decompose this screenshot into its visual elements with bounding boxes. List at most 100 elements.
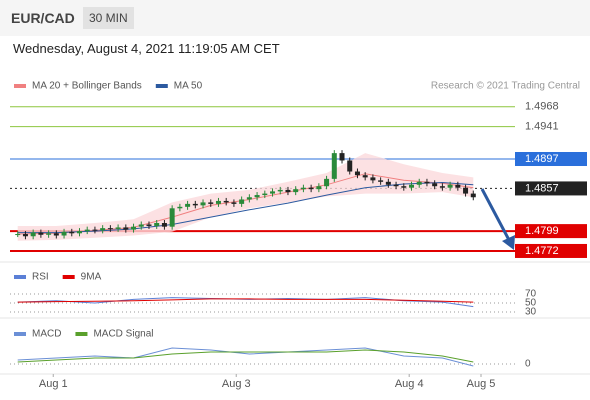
candle [223,200,229,203]
candle [131,226,137,230]
timeframe-tab[interactable]: 30 MIN [83,7,134,29]
candle [316,186,322,190]
indicator-line [17,181,474,234]
candle [76,231,82,234]
candle [169,208,175,227]
candle [30,232,36,237]
legend-label: MACD Signal [93,329,153,340]
candle [61,231,67,236]
level-box [515,243,587,258]
legend-swatch [14,84,26,88]
candle [239,199,245,204]
attribution: Research © 2021 Trading Central [431,81,580,92]
candle [208,202,214,204]
candle [401,186,407,188]
candle [370,177,376,181]
candle [46,233,52,235]
candle [378,180,384,182]
level-label: 1.4772 [525,245,559,257]
candle [53,233,59,236]
level-label: 1.4897 [525,153,559,165]
forecast-arrowhead [502,235,515,250]
x-tick-label: Aug 1 [39,378,68,390]
candle [270,191,276,194]
candle [447,184,453,188]
legend-swatch [14,332,26,336]
candle [215,200,221,204]
candle [146,224,152,226]
candle [92,229,98,231]
level-label: 1.4857 [525,182,559,194]
level-label: 1.4968 [525,101,559,113]
level-box [515,181,587,196]
header: EUR/CAD 30 MIN [0,0,590,36]
legend-label: MA 50 [174,81,203,92]
candle [115,227,121,229]
indicator-line [17,298,474,303]
candle [100,228,106,231]
indicator-line [17,173,474,235]
y-tick-label: 30 [525,307,537,318]
legend-swatch [155,84,168,88]
candle [362,175,368,178]
legend-swatch [75,332,88,336]
legend-swatch [62,275,75,279]
candle [22,234,28,237]
x-tick-label: Aug 3 [222,378,251,390]
candle [246,197,252,200]
level-label: 1.4799 [525,225,559,237]
datetime: Wednesday, August 4, 2021 11:19:05 AM CE… [13,41,280,56]
symbol: EUR/CAD [11,10,75,26]
candle [15,234,21,236]
candle [84,229,90,232]
candle [285,189,291,193]
candle [385,181,391,185]
legend-label: RSI [32,272,49,283]
level-box [515,224,587,239]
legend-swatch [14,275,26,279]
level-label: 1.4941 [525,121,559,133]
candle [455,184,461,188]
candle [192,203,198,206]
candle [432,183,438,187]
candle [463,187,469,194]
forecast-arrow [480,188,511,241]
legend-label: 9MA [81,272,102,283]
candle [331,153,337,179]
x-tick-label: Aug 5 [467,378,496,390]
candle [308,187,314,190]
candle [393,184,399,187]
candle [262,193,268,196]
candle [161,223,167,227]
candle [293,189,299,193]
candle [69,231,75,234]
candle [107,228,113,230]
candle [354,171,360,176]
x-tick-label: Aug 4 [395,378,424,390]
candle [409,184,415,188]
y-tick-label: 0 [525,359,531,370]
y-tick-label: 70 [525,289,537,300]
candle [200,202,206,206]
candle [439,186,445,188]
candle [177,206,183,209]
level-box [515,152,587,167]
candle [347,160,353,172]
indicator-line [17,347,474,367]
bollinger-band [17,153,474,241]
candle [185,203,191,207]
y-tick-label: 50 [525,298,537,309]
candle [424,181,430,184]
candle [324,178,330,187]
candle [300,187,306,190]
candle [470,193,476,198]
candle [38,232,44,235]
candle [254,195,260,198]
legend-label: MACD [32,329,61,340]
indicator-line [17,349,474,363]
candle [138,224,144,227]
candle [416,181,422,185]
candle [123,227,129,230]
